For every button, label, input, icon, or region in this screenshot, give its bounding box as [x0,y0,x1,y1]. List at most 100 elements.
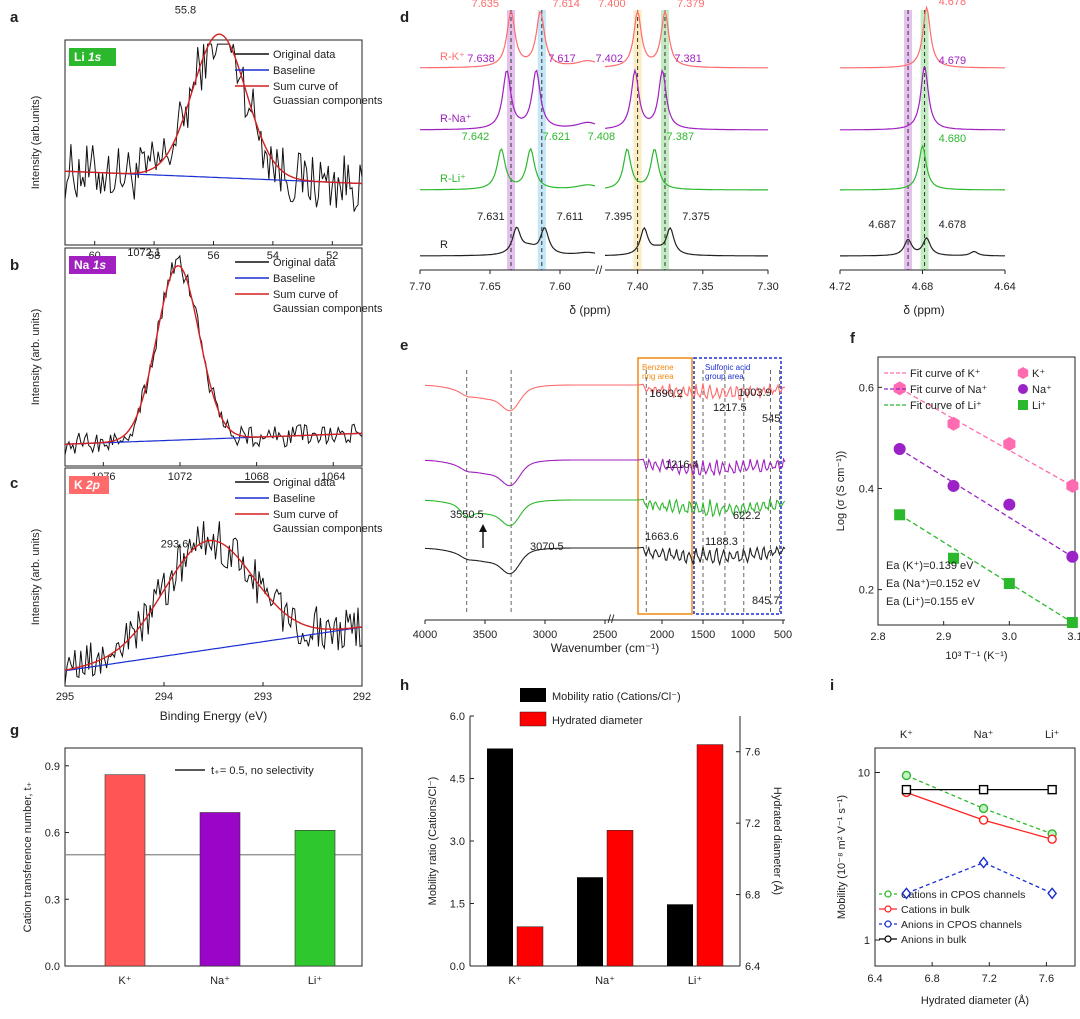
panel-d-trace-3-mid [605,226,768,257]
panel-i-legend-marker [884,920,892,928]
panel-e-annotation: 1216.4 [665,459,699,471]
panel-letter-i: i [830,677,834,694]
panel-f-legend-name: Li⁺ [1032,400,1047,412]
panel-e-annotation: 3550.5 [450,509,484,521]
panel-d-xtick-label: 7.70 [409,281,430,293]
panel-h-ytick-label: 6.0 [450,711,465,723]
panel-f-legend-name: Na⁺ [1032,384,1052,396]
panel-d-peak-label: 7.614 [552,0,580,10]
panel-c-legend-line: Gaussian components [273,523,383,535]
panel-f-point [1066,478,1079,493]
panel-d-peak-label: 7.635 [471,0,499,10]
panel-d-trace-0-right [840,5,1005,69]
panel-b-legend-label: Baseline [273,273,315,285]
panel-d-trace-1-mid [604,68,768,131]
panel-g-category-label: Li⁺ [308,975,323,987]
panel-f-point [893,443,906,456]
panel-a-legend-label: Original data [273,49,336,61]
panel-f-activation-energy: Ea (Li⁺)=0.155 eV [886,596,975,608]
panel-f-point [1066,616,1078,628]
panel-g-bar [199,812,241,967]
panel-d-xtick-label: 7.65 [479,281,500,293]
panel-d-xtick-label: 4.64 [994,281,1015,293]
panel-e-box-label-line: group area [705,372,744,381]
panel-a-legend-line: Sum curve of [273,81,339,93]
panel-g-category-label: K⁺ [118,975,131,987]
panel-b-peak-label: 1072.1 [127,247,161,259]
panel-h-category-label: K⁺ [508,975,521,987]
panel-b-tag-label: Na 1s [74,258,106,272]
panel-d-peak-label: 7.387 [667,131,695,143]
panel-e-axis-break: // [608,612,615,626]
panel-h-ytick-right-label: 6.8 [745,890,760,902]
panel-b-legend-label: Sum curve of Gaussian components [273,289,383,315]
panel-b-xtick-label: 1064 [321,471,345,483]
panel-d-trace-1-left [420,69,596,131]
panel-g-ylabel: Cation transference number, t₊ [22,781,34,932]
panel-h-legend-swatch-diameter [519,711,547,727]
panel-d-peak-label: 4.687 [869,219,897,231]
panel-e-benzene-box [637,357,693,615]
panel-f-xtick-label: 3.1 [1067,631,1080,643]
panel-b-frame [64,247,363,467]
panel-c-xtick-label: 294 [155,691,173,703]
panel-letter-e: e [400,337,408,354]
panel-g-ytick-label: 0.0 [45,961,60,973]
panel-d-peak-label: 4.678 [939,219,967,231]
panel-c-legend-line: Sum curve of [273,509,339,521]
panel-i-legend-label: Cations in CPOS channels [901,889,1025,901]
panel-a-frame [64,39,363,246]
panel-d-xtick-label: 7.60 [549,281,570,293]
panel-d-peak-label: 7.381 [674,53,702,65]
panel-d-peak-label: 7.621 [543,131,571,143]
panel-f-point [947,416,960,431]
panel-f-ytick-label: 0.2 [859,585,874,597]
panel-letter-c: c [10,475,18,492]
panel-d-xtick-label: 7.30 [757,281,778,293]
panel-a-ylabel: Intensity (arb.units) [30,96,42,190]
panel-e-xtick-label: 1000 [731,629,755,641]
panel-e-benzene-box-label: Benzene ring area [642,363,674,381]
panel-g-ytick-label: 0.3 [45,894,60,906]
panel-d-peak-label: 7.638 [467,53,495,65]
panel-e-annotation: 845.7 [752,595,780,607]
panel-i-top-label: Na⁺ [974,729,994,741]
panel-e-xtick-label: 3000 [533,629,557,641]
panel-h-ytick-right-label: 6.4 [745,961,760,973]
panel-f-xtick-label: 3.0 [1002,631,1017,643]
panel-h-ylabel: Mobility ratio (Cations/Cl⁻) [427,777,439,906]
panel-c-frame [64,467,363,687]
panel-b-xtick-label: 1072 [168,471,192,483]
panel-i-legend-marker [884,935,892,943]
panel-d-peak-label: 7.395 [605,211,633,223]
panel-a-legend-label: Sum curve of Guassian components [273,81,383,107]
panel-d-xlabel: δ (ppm) [569,303,610,317]
panel-i-legend-label: Anions in bulk [901,934,967,946]
panel-a-tag-box [69,48,116,66]
panel-f-legend-marker [1018,400,1028,410]
panel-d-series-name: R-Li⁺ [440,173,466,185]
panel-h-category-label: Na⁺ [595,975,615,987]
panel-e-trace-0 [425,382,786,412]
panel-i-top-label: K⁺ [900,729,913,741]
panel-e-xtick-label: 3500 [473,629,497,641]
panel-e-box-label-line: Sulfonic acid [705,363,750,372]
panel-d-peak-label: 7.379 [677,0,705,10]
panel-c-xtick-label: 292 [353,691,371,703]
panel-e-annotation: 3070.5 [530,541,564,553]
panel-d-xlabel: δ (ppm) [903,303,944,317]
panel-d-trace-2-left [420,147,596,191]
panel-i-series-line [906,774,1053,835]
panel-c-xlabel: Binding Energy (eV) [160,709,267,723]
panel-d-xtick-label: 7.40 [627,281,648,293]
panel-i-point [1047,834,1057,844]
panel-d-xtick-label: 4.68 [912,281,933,293]
panel-h-ytick-label: 4.5 [450,774,465,786]
panel-d-peak-label: 7.642 [462,131,490,143]
panel-h-bar-mobility [487,748,513,966]
panel-i-legend-label: Cations in bulk [901,904,971,916]
panel-d-peak-label: 7.375 [682,211,710,223]
panel-i-series-line [906,861,1053,894]
panel-f-point [1066,550,1079,563]
panel-e-trace-1 [425,457,786,487]
